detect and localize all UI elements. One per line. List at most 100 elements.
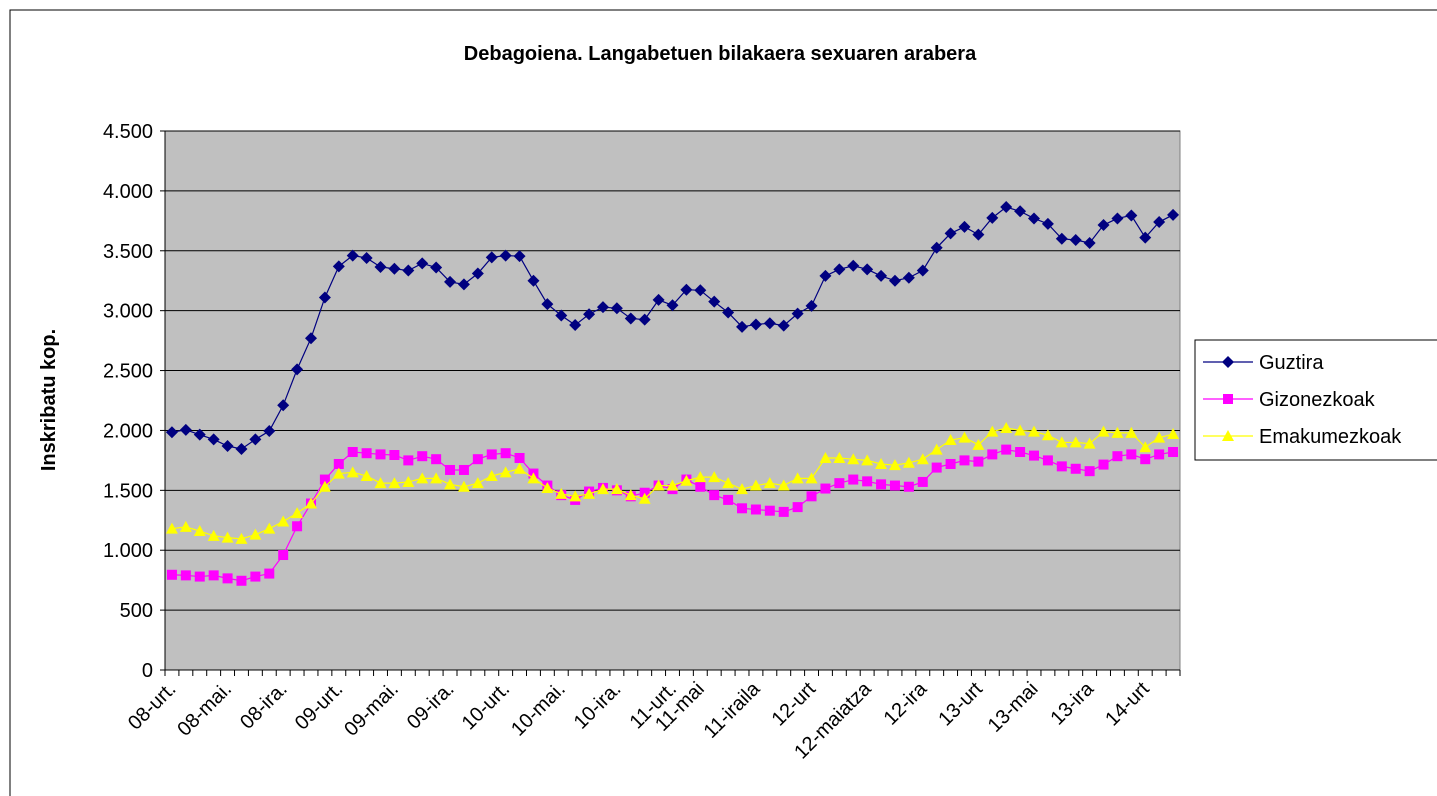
marker <box>263 522 276 534</box>
marker <box>596 301 609 314</box>
marker <box>833 263 846 276</box>
marker <box>1126 449 1137 460</box>
marker <box>486 449 497 460</box>
marker <box>1111 426 1124 438</box>
marker <box>1083 236 1096 249</box>
marker <box>847 453 860 465</box>
marker <box>791 307 804 320</box>
marker <box>888 274 901 287</box>
marker <box>430 261 443 274</box>
marker <box>249 433 262 446</box>
marker <box>402 475 415 487</box>
marker <box>318 480 331 492</box>
marker <box>722 306 735 319</box>
marker <box>165 522 178 534</box>
marker <box>388 477 401 489</box>
marker <box>417 451 428 462</box>
marker <box>444 478 457 490</box>
marker <box>304 497 317 509</box>
marker <box>820 483 831 494</box>
legend-label: Gizonezkoak <box>1259 389 1376 411</box>
marker <box>1042 455 1053 466</box>
marker <box>207 529 220 541</box>
marker <box>304 332 317 345</box>
marker <box>680 474 693 486</box>
marker <box>403 455 414 466</box>
marker <box>610 483 623 495</box>
marker <box>1153 431 1166 443</box>
marker <box>221 440 234 453</box>
marker <box>847 259 860 272</box>
marker <box>514 452 525 463</box>
marker <box>805 299 818 312</box>
marker <box>332 260 345 273</box>
marker <box>749 318 762 331</box>
marker <box>1083 437 1096 449</box>
marker <box>179 520 192 532</box>
marker <box>944 434 957 446</box>
marker <box>723 494 734 505</box>
marker <box>1029 450 1040 461</box>
marker <box>1000 422 1013 434</box>
marker <box>958 220 971 233</box>
marker <box>513 462 526 474</box>
marker <box>777 479 790 491</box>
marker <box>166 569 177 580</box>
marker <box>902 456 915 468</box>
marker <box>430 472 443 484</box>
marker <box>764 505 775 516</box>
marker <box>888 459 901 471</box>
marker <box>763 317 776 330</box>
marker <box>332 467 345 479</box>
marker <box>471 267 484 280</box>
marker <box>541 298 554 311</box>
marker <box>1070 463 1081 474</box>
y-tick-label: 1.000 <box>103 540 153 562</box>
marker <box>235 443 248 456</box>
marker <box>1140 454 1151 465</box>
marker <box>485 251 498 264</box>
marker <box>610 302 623 315</box>
marker <box>973 456 984 467</box>
marker <box>457 480 470 492</box>
marker <box>652 479 665 491</box>
marker <box>221 531 234 543</box>
marker <box>986 211 999 224</box>
marker <box>805 472 818 484</box>
marker <box>917 476 928 487</box>
marker <box>361 448 372 459</box>
marker <box>555 487 568 499</box>
marker <box>749 479 762 491</box>
marker <box>945 458 956 469</box>
y-tick-label: 3.000 <box>103 301 153 323</box>
legend-label: Guztira <box>1259 352 1324 374</box>
marker <box>1028 425 1041 437</box>
marker <box>652 293 665 306</box>
marker <box>513 250 526 263</box>
plot-area <box>164 130 1181 671</box>
marker <box>263 425 276 438</box>
marker <box>222 573 233 584</box>
legend-box <box>1194 339 1437 461</box>
marker <box>736 320 749 333</box>
marker <box>1014 424 1027 436</box>
marker <box>792 502 803 513</box>
legend-marker <box>1223 394 1233 404</box>
marker <box>916 264 929 277</box>
marker <box>972 438 985 450</box>
marker <box>457 278 470 291</box>
marker <box>347 447 358 458</box>
marker <box>1028 212 1041 225</box>
marker <box>1167 208 1180 221</box>
y-tick-label: 2.500 <box>103 361 153 383</box>
marker <box>374 260 387 273</box>
marker <box>1000 201 1013 214</box>
marker <box>624 489 637 501</box>
marker <box>165 426 178 439</box>
marker <box>889 480 900 491</box>
marker <box>986 425 999 437</box>
marker <box>318 291 331 304</box>
marker <box>1097 219 1110 232</box>
marker <box>624 312 637 325</box>
